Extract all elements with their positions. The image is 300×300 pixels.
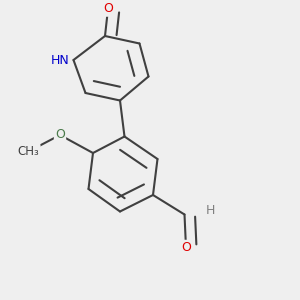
Text: O: O [103, 2, 113, 16]
Text: H: H [205, 203, 215, 217]
Text: O: O [181, 241, 191, 254]
Text: O: O [55, 128, 65, 142]
Text: CH₃: CH₃ [18, 145, 39, 158]
Text: HN: HN [51, 53, 70, 67]
